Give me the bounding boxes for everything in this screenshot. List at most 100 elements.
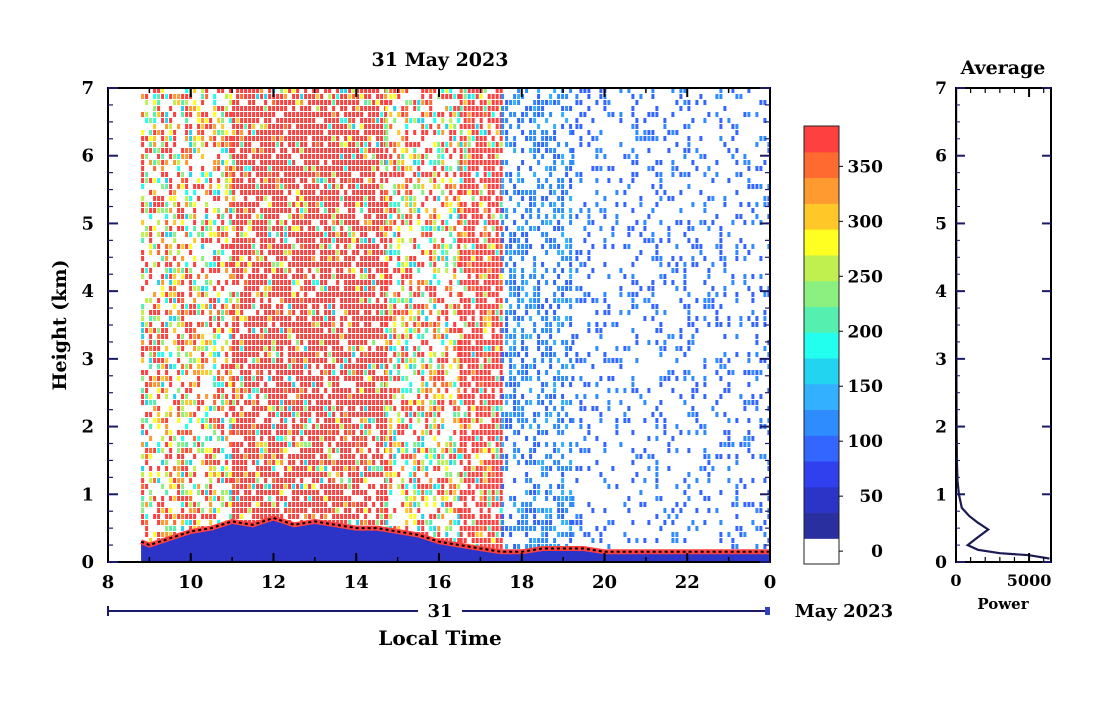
heatmap-cell — [376, 298, 380, 303]
heatmap-cell — [425, 340, 429, 345]
heatmap-cell — [457, 166, 461, 171]
heatmap-cell — [288, 460, 292, 465]
heatmap-cell — [248, 304, 252, 309]
heatmap-cell — [165, 442, 169, 447]
heatmap-cell — [304, 142, 308, 147]
heatmap-cell — [332, 124, 336, 129]
heatmap-cell — [288, 340, 292, 345]
heatmap-cell — [229, 334, 233, 339]
heatmap-cell — [459, 250, 463, 255]
heatmap-cell — [459, 538, 463, 543]
heatmap-cell — [229, 274, 233, 279]
heatmap-cell — [272, 286, 276, 291]
heatmap-cell — [348, 202, 352, 207]
heatmap-cell — [221, 214, 225, 219]
heatmap-cell — [368, 112, 372, 117]
heatmap-cell — [348, 358, 352, 363]
heatmap-cell — [217, 370, 221, 375]
heatmap-cell — [268, 508, 272, 513]
heatmap-cell — [157, 298, 161, 303]
heatmap-cell — [336, 256, 340, 261]
heatmap-cell — [244, 424, 248, 429]
heatmap-cell — [229, 148, 233, 153]
heatmap-cell — [256, 148, 260, 153]
heatmap-cell — [229, 112, 233, 117]
heatmap-cell — [393, 250, 397, 255]
heatmap-cell — [232, 514, 236, 519]
heatmap-cell — [368, 292, 372, 297]
heatmap-cell — [401, 280, 405, 285]
heatmap-cell — [161, 238, 165, 243]
heatmap-cell — [364, 322, 368, 327]
heatmap-cell — [292, 256, 296, 261]
heatmap-cell — [463, 466, 467, 471]
heatmap-cell — [360, 460, 364, 465]
heatmap-cell — [453, 442, 457, 447]
heatmap-cell — [232, 418, 236, 423]
heatmap-cell — [201, 244, 205, 249]
heatmap-cell — [336, 124, 340, 129]
heatmap-cell — [256, 406, 260, 411]
heatmap-cell — [209, 508, 213, 513]
heatmap-cell — [360, 286, 364, 291]
heatmap-cell — [441, 514, 445, 519]
heatmap-cell — [161, 502, 165, 507]
heatmap-cell — [292, 484, 296, 489]
heatmap-cell — [380, 328, 384, 333]
heatmap-cell — [459, 310, 463, 315]
heatmap-cell — [229, 370, 233, 375]
heatmap-cell — [384, 352, 388, 357]
heatmap-cell — [479, 322, 483, 327]
heatmap-cell — [300, 148, 304, 153]
heatmap-cell — [421, 190, 425, 195]
heatmap-cell — [276, 460, 280, 465]
heatmap-cell — [352, 340, 356, 345]
heatmap-cell — [372, 370, 376, 375]
heatmap-cell — [248, 340, 252, 345]
heatmap-cell — [225, 142, 229, 147]
heatmap-cell — [348, 184, 352, 189]
heatmap-cell — [181, 154, 185, 159]
heatmap-cell — [372, 202, 376, 207]
heatmap-cell — [389, 100, 393, 105]
heatmap-cell — [340, 442, 344, 447]
heatmap-cell — [264, 364, 268, 369]
heatmap-cell — [153, 142, 157, 147]
heatmap-cell — [352, 304, 356, 309]
heatmap-cell — [280, 148, 284, 153]
heatmap-cell — [276, 154, 280, 159]
heatmap-cell — [252, 364, 256, 369]
heatmap-cell — [217, 388, 221, 393]
heatmap-cell — [280, 88, 284, 93]
heatmap-cell — [332, 298, 336, 303]
heatmap-cell — [479, 154, 483, 159]
heatmap-cell — [252, 400, 256, 405]
heatmap-cell — [288, 472, 292, 477]
heatmap-cell — [397, 526, 401, 531]
heatmap-cell — [280, 370, 284, 375]
heatmap-cell — [268, 448, 272, 453]
heatmap-cell — [284, 172, 288, 177]
heatmap-cell — [352, 148, 356, 153]
heatmap-cell — [421, 94, 425, 99]
heatmap-cell — [413, 256, 417, 261]
heatmap-cell — [240, 442, 244, 447]
heatmap-cell — [173, 298, 177, 303]
heatmap-cell — [244, 214, 248, 219]
heatmap-cell — [475, 334, 479, 339]
heatmap-cell — [193, 358, 197, 363]
heatmap-cell — [421, 358, 425, 363]
heatmap-cell — [453, 448, 457, 453]
heatmap-cell — [368, 124, 372, 129]
heatmap-cell — [459, 262, 463, 267]
heatmap-cell — [368, 196, 372, 201]
heatmap-cell — [385, 322, 389, 327]
heatmap-cell — [161, 382, 165, 387]
heatmap-cell — [479, 286, 483, 291]
heatmap-cell — [385, 460, 389, 465]
heatmap-cell — [433, 484, 437, 489]
heatmap-cell — [236, 514, 240, 519]
heatmap-cell — [177, 490, 181, 495]
heatmap-cell — [197, 322, 201, 327]
heatmap-cell — [272, 364, 276, 369]
